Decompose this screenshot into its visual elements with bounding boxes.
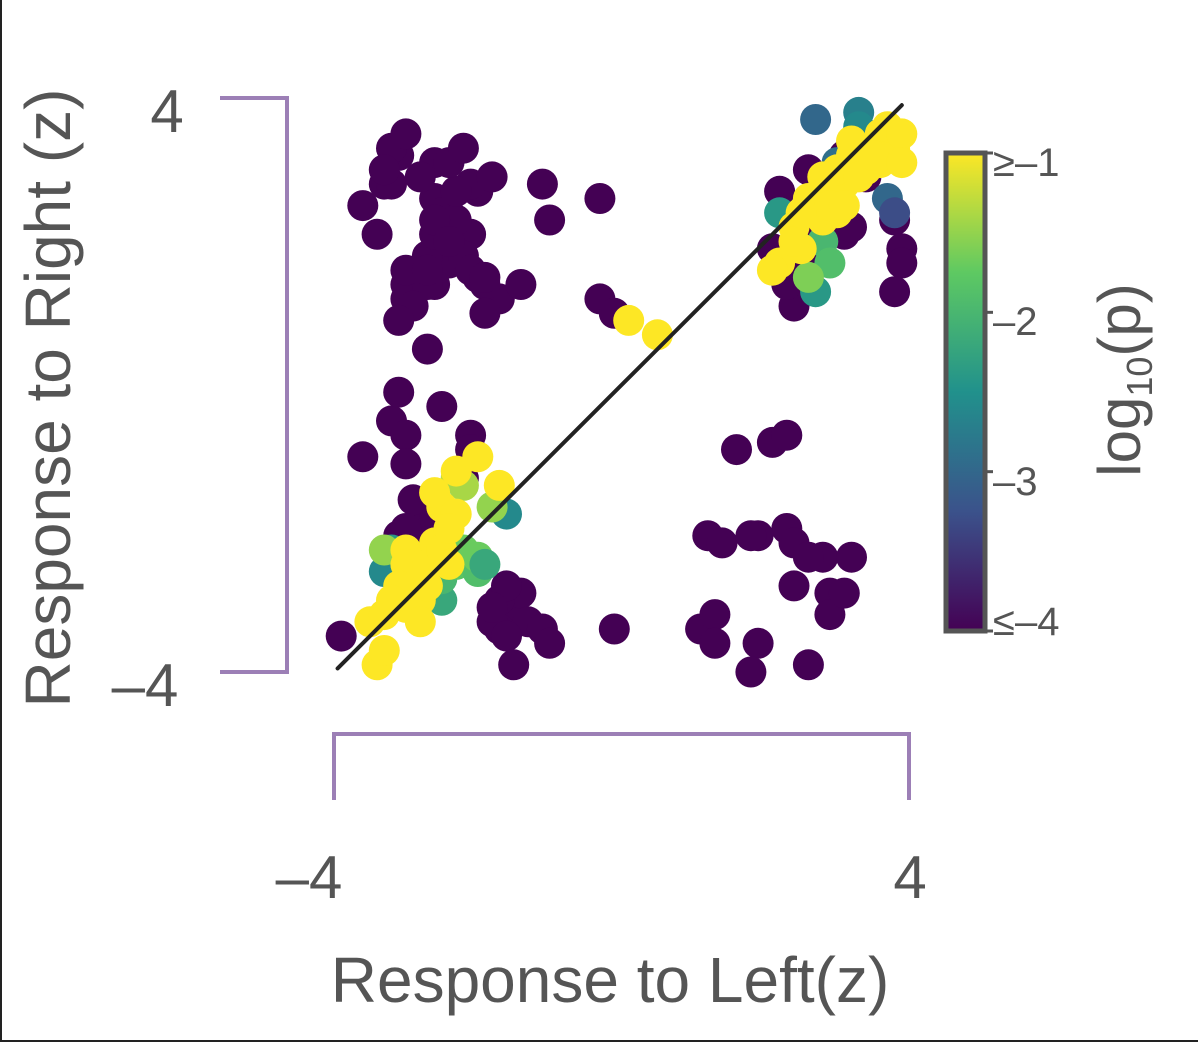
colorbar-tick-bottom: ≤–4 (993, 600, 1059, 644)
data-point (526, 168, 558, 200)
data-point (792, 541, 824, 573)
colorbar-label: log10(p) (1086, 283, 1160, 476)
data-point (792, 649, 824, 681)
x-tick-right: 4 (893, 844, 926, 911)
identity-line (335, 103, 904, 671)
data-point (534, 627, 566, 659)
data-point (368, 154, 400, 186)
data-point (433, 513, 465, 544)
colorbar-label-main: log (1086, 397, 1153, 477)
data-point (404, 161, 436, 193)
data-point (404, 606, 436, 638)
colorbar-tick-mid-1: –2 (993, 300, 1038, 344)
data-point (699, 599, 731, 631)
data-point (383, 376, 415, 408)
colorbar (943, 150, 988, 634)
data-point (419, 477, 451, 509)
data-point (491, 620, 522, 652)
data-point (447, 132, 479, 164)
data-point (476, 161, 508, 193)
points-layer (325, 96, 918, 688)
data-point (498, 649, 530, 681)
data-point (756, 254, 788, 286)
colorbar-ticks (985, 151, 993, 633)
data-point (368, 635, 400, 666)
data-point (785, 197, 817, 229)
data-point (778, 226, 810, 257)
data-point (390, 419, 422, 451)
data-point (411, 333, 443, 365)
data-point (886, 118, 918, 150)
data-point (857, 139, 889, 171)
data-point (469, 261, 501, 293)
data-point (699, 627, 731, 659)
data-point (390, 254, 422, 286)
x-axis-label: Response to Left(z) (331, 944, 890, 1016)
data-point (836, 541, 867, 573)
data-point (598, 613, 630, 645)
y-tick-top: 4 (150, 78, 183, 145)
data-point (325, 620, 357, 652)
data-point (879, 276, 911, 308)
y-axis-label: Response to Right (z) (12, 89, 84, 708)
data-point (347, 190, 379, 222)
data-point (440, 175, 472, 207)
colorbar-label-subscript: 10 (1119, 357, 1160, 397)
data-point (411, 254, 443, 286)
data-point (735, 520, 767, 552)
data-point (828, 577, 860, 609)
y-axis-bracket (220, 96, 289, 674)
data-point (390, 448, 422, 480)
y-tick-bottom: –4 (112, 652, 179, 719)
data-point (742, 627, 774, 659)
data-point (792, 261, 824, 293)
colorbar-tick-top: ≥–1 (993, 141, 1059, 185)
data-point (433, 226, 465, 257)
data-point (476, 591, 508, 623)
data-point (886, 247, 918, 279)
x-tick-left: –4 (276, 844, 343, 911)
data-point (426, 391, 458, 422)
data-point (735, 656, 767, 688)
data-point (361, 218, 393, 250)
colorbar-tick-mid-2: –3 (993, 460, 1038, 504)
data-point (469, 297, 501, 329)
data-point (534, 204, 566, 236)
data-point (469, 548, 501, 580)
data-point (433, 548, 465, 580)
data-point (505, 269, 537, 300)
data-point (584, 183, 616, 214)
data-point (807, 161, 839, 193)
data-point (800, 104, 832, 135)
data-point (721, 434, 752, 466)
x-axis-bracket (332, 732, 911, 800)
data-point (383, 304, 415, 336)
data-point (778, 570, 810, 602)
data-point (462, 441, 494, 473)
data-point (376, 584, 407, 616)
colorbar-label-tail: (p) (1086, 283, 1153, 356)
data-point (764, 175, 796, 207)
data-point (483, 469, 515, 501)
data-point (706, 527, 738, 559)
data-point (641, 319, 673, 351)
data-point (771, 419, 803, 451)
data-point (411, 570, 443, 602)
data-point (879, 197, 911, 229)
data-point (613, 304, 645, 336)
data-point (390, 118, 422, 150)
data-point (886, 147, 918, 179)
data-point (828, 190, 860, 222)
data-point (347, 441, 379, 473)
